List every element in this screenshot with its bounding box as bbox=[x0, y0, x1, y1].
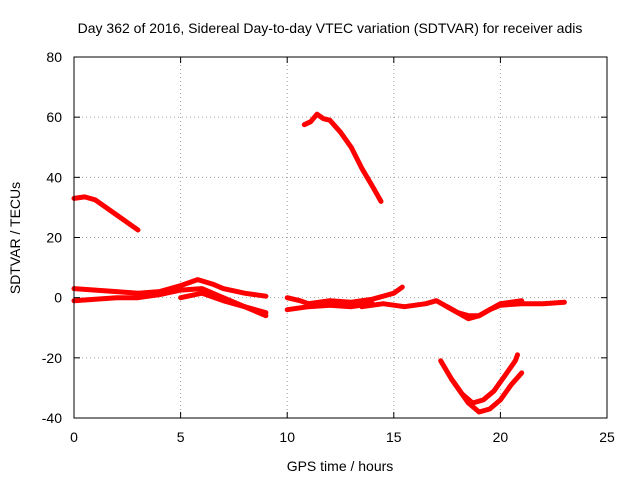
plot-frame bbox=[73, 56, 608, 419]
x-tick-label: 25 bbox=[599, 429, 615, 445]
x-axis-label: GPS time / hours bbox=[287, 458, 394, 474]
data-series bbox=[71, 111, 567, 415]
grid bbox=[74, 57, 607, 418]
x-tick-label: 20 bbox=[493, 429, 509, 445]
x-tick-label: 15 bbox=[386, 429, 402, 445]
y-tick-label: 80 bbox=[46, 49, 62, 65]
y-tick-label: -20 bbox=[42, 350, 62, 366]
series-arc-7 bbox=[284, 301, 375, 313]
series-arc-1 bbox=[71, 194, 141, 233]
series-arc-3 bbox=[71, 277, 269, 299]
chart-title: Day 362 of 2016, Sidereal Day-to-day VTE… bbox=[78, 20, 583, 36]
y-tick-label: 40 bbox=[46, 169, 62, 185]
series-arc-11 bbox=[448, 370, 525, 415]
y-axis-ticks: -40 -20 0 20 40 60 80 bbox=[42, 49, 607, 426]
series-arc-9 bbox=[444, 298, 525, 322]
y-tick-label: 0 bbox=[54, 290, 62, 306]
series-arc-6 bbox=[284, 284, 405, 307]
x-tick-label: 10 bbox=[279, 429, 295, 445]
x-tick-label: 5 bbox=[177, 429, 185, 445]
y-tick-label: 20 bbox=[46, 230, 62, 246]
y-tick-label: 60 bbox=[46, 109, 62, 125]
y-axis-label: SDTVAR / TECUs bbox=[7, 182, 23, 294]
x-tick-label: 0 bbox=[70, 429, 78, 445]
x-axis-ticks: 0 5 10 15 20 25 bbox=[70, 57, 615, 445]
series-arc-5 bbox=[178, 290, 269, 319]
series-arc-2 bbox=[301, 111, 384, 204]
y-tick-label: -40 bbox=[42, 410, 62, 426]
